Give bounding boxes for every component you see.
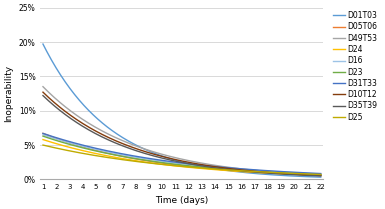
D10T12: [41, 91, 45, 93]
D05T06: [205, 167, 210, 170]
D24: [275, 172, 280, 175]
D01T03: [318, 176, 323, 178]
D49T53: [211, 164, 215, 166]
D25: [211, 168, 215, 170]
D49T53: [41, 85, 45, 88]
D05T06: [275, 172, 280, 175]
Line: D31T33: D31T33: [43, 133, 321, 173]
D35T39: [41, 94, 45, 97]
D31T33: [205, 164, 210, 167]
D10T12: [211, 165, 215, 168]
D10T12: [205, 164, 210, 167]
D05T06: [41, 132, 45, 135]
D31T33: [293, 171, 297, 173]
D31T33: [211, 165, 215, 168]
D49T53: [206, 163, 211, 166]
D05T06: [293, 173, 297, 176]
D16: [318, 173, 323, 175]
Line: D05T06: D05T06: [43, 133, 321, 175]
D25: [205, 167, 210, 170]
D24: [42, 139, 46, 141]
D23: [205, 166, 210, 169]
D31T33: [42, 133, 46, 135]
D31T33: [275, 170, 280, 173]
D23: [318, 173, 323, 176]
D16: [41, 134, 45, 136]
D23: [293, 172, 297, 175]
D16: [42, 134, 46, 136]
D25: [293, 172, 297, 175]
D35T39: [318, 175, 323, 177]
Line: D25: D25: [43, 145, 321, 175]
D16: [293, 172, 297, 174]
D01T03: [211, 167, 215, 170]
D01T03: [293, 175, 297, 177]
Y-axis label: Inoperability: Inoperability: [4, 65, 13, 122]
D35T39: [205, 166, 210, 168]
D25: [41, 144, 45, 146]
D49T53: [318, 174, 323, 176]
D31T33: [41, 132, 45, 135]
D16: [211, 166, 215, 168]
D49T53: [205, 163, 210, 165]
D35T39: [42, 95, 46, 98]
Line: D24: D24: [43, 140, 321, 175]
D16: [275, 171, 280, 173]
D35T39: [211, 166, 215, 169]
Line: D01T03: D01T03: [43, 44, 321, 177]
D49T53: [293, 172, 297, 175]
Line: D35T39: D35T39: [43, 96, 321, 176]
D16: [206, 165, 211, 168]
D25: [318, 173, 323, 176]
D01T03: [41, 43, 45, 45]
D31T33: [318, 172, 323, 175]
D05T06: [206, 167, 211, 170]
D23: [275, 171, 280, 174]
D25: [275, 171, 280, 174]
Line: D23: D23: [43, 136, 321, 175]
D24: [205, 168, 210, 170]
Line: D10T12: D10T12: [43, 92, 321, 176]
D31T33: [206, 165, 211, 167]
D01T03: [42, 45, 46, 47]
D24: [293, 173, 297, 176]
D24: [211, 168, 215, 171]
D49T53: [275, 171, 280, 173]
Line: D49T53: D49T53: [43, 87, 321, 175]
D10T12: [206, 164, 211, 167]
D10T12: [318, 174, 323, 177]
D23: [42, 135, 46, 138]
D35T39: [206, 166, 211, 168]
D24: [318, 174, 323, 177]
D24: [41, 138, 45, 141]
D01T03: [205, 166, 210, 169]
D05T06: [211, 168, 215, 170]
Legend: D01T03, D05T06, D49T53, D24, D16, D23, D31T33, D10T12, D35T39, D25: D01T03, D05T06, D49T53, D24, D16, D23, D…: [330, 8, 381, 125]
D10T12: [42, 92, 46, 94]
D24: [206, 168, 211, 170]
D35T39: [275, 172, 280, 175]
D35T39: [293, 173, 297, 176]
D05T06: [42, 133, 46, 135]
D23: [211, 167, 215, 169]
D10T12: [293, 173, 297, 175]
D05T06: [318, 174, 323, 177]
D49T53: [42, 86, 46, 89]
D10T12: [275, 172, 280, 174]
D23: [206, 167, 211, 169]
D01T03: [275, 174, 280, 176]
D16: [205, 165, 210, 168]
D25: [42, 144, 46, 147]
D25: [206, 167, 211, 170]
D01T03: [206, 166, 211, 169]
X-axis label: Time (days): Time (days): [155, 196, 209, 205]
D23: [41, 135, 45, 137]
Line: D16: D16: [43, 135, 321, 174]
